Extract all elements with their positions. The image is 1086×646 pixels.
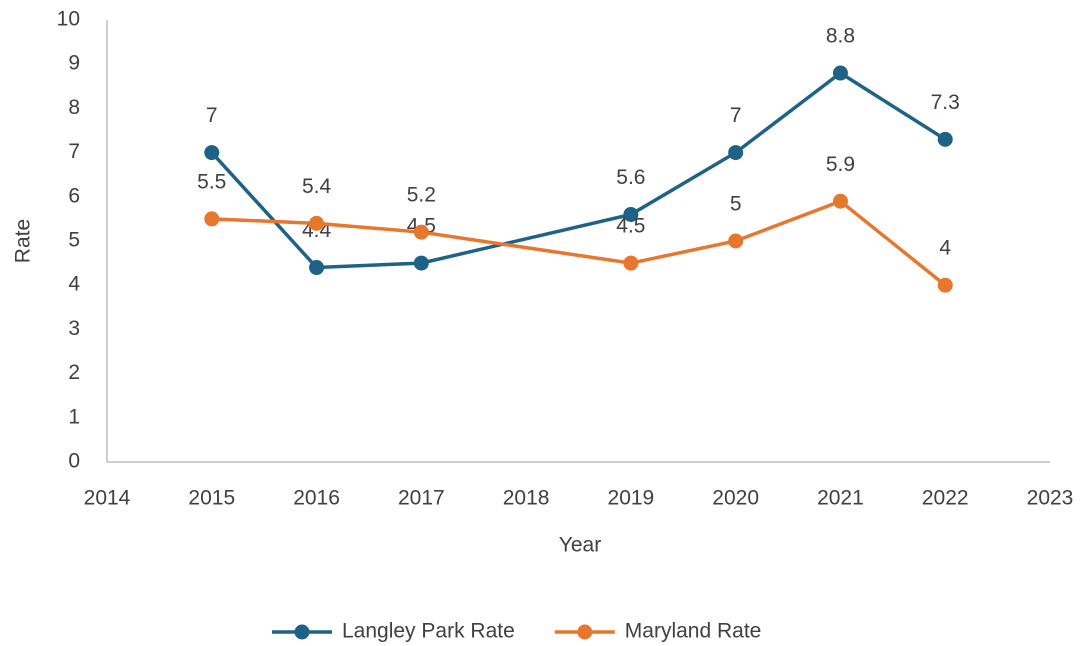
point — [832, 65, 848, 81]
point — [937, 277, 953, 293]
point — [413, 224, 429, 240]
x-tick-label: 2016 — [293, 487, 340, 510]
x-tick-label: 2022 — [922, 487, 969, 510]
x-tick-label: 2015 — [188, 487, 235, 510]
data-label: 4.5 — [616, 215, 645, 238]
legend-label: Maryland Rate — [625, 620, 762, 643]
x-tick-label: 2017 — [398, 487, 445, 510]
data-label: 7 — [206, 104, 218, 127]
point — [204, 211, 220, 227]
data-label: 5.6 — [616, 166, 645, 189]
data-label: 5 — [730, 193, 742, 216]
data-label: 5.5 — [197, 170, 226, 193]
legend-label: Langley Park Rate — [342, 620, 515, 643]
y-tick-label: 10 — [57, 8, 80, 31]
x-tick-label: 2018 — [503, 487, 550, 510]
y-tick-label: 0 — [68, 450, 80, 473]
x-axis-label: Year — [559, 534, 601, 557]
data-label: 8.8 — [826, 25, 855, 48]
y-tick-label: 9 — [68, 52, 80, 75]
point — [728, 233, 744, 249]
x-tick-label: 2014 — [84, 487, 131, 510]
point — [832, 193, 848, 209]
x-tick-label: 2020 — [712, 487, 759, 510]
point — [728, 145, 744, 161]
x-tick-label: 2019 — [608, 487, 655, 510]
point — [623, 255, 639, 271]
y-tick-label: 4 — [68, 273, 80, 296]
point — [204, 145, 220, 161]
y-tick-label: 5 — [68, 229, 80, 252]
point — [309, 260, 325, 276]
data-label: 5.2 — [407, 184, 436, 207]
legend-marker — [577, 624, 593, 640]
y-tick-label: 1 — [68, 405, 80, 428]
data-label: 5.9 — [826, 153, 855, 176]
data-label: 5.4 — [302, 175, 332, 198]
data-label: 7.3 — [931, 91, 960, 114]
point — [623, 206, 639, 222]
y-tick-label: 3 — [68, 317, 80, 340]
point — [937, 131, 953, 147]
point — [413, 255, 429, 271]
y-tick-label: 2 — [68, 361, 80, 384]
x-tick-label: 2021 — [817, 487, 864, 510]
data-label: 4 — [939, 237, 951, 260]
data-label: 7 — [730, 104, 742, 127]
x-tick-label: 2023 — [1027, 487, 1074, 510]
legend-marker — [294, 624, 310, 640]
y-tick-label: 6 — [68, 184, 80, 207]
point — [309, 215, 325, 231]
y-axis-label: Rate — [12, 219, 35, 263]
y-tick-label: 7 — [68, 140, 80, 163]
y-tick-label: 8 — [68, 96, 80, 119]
